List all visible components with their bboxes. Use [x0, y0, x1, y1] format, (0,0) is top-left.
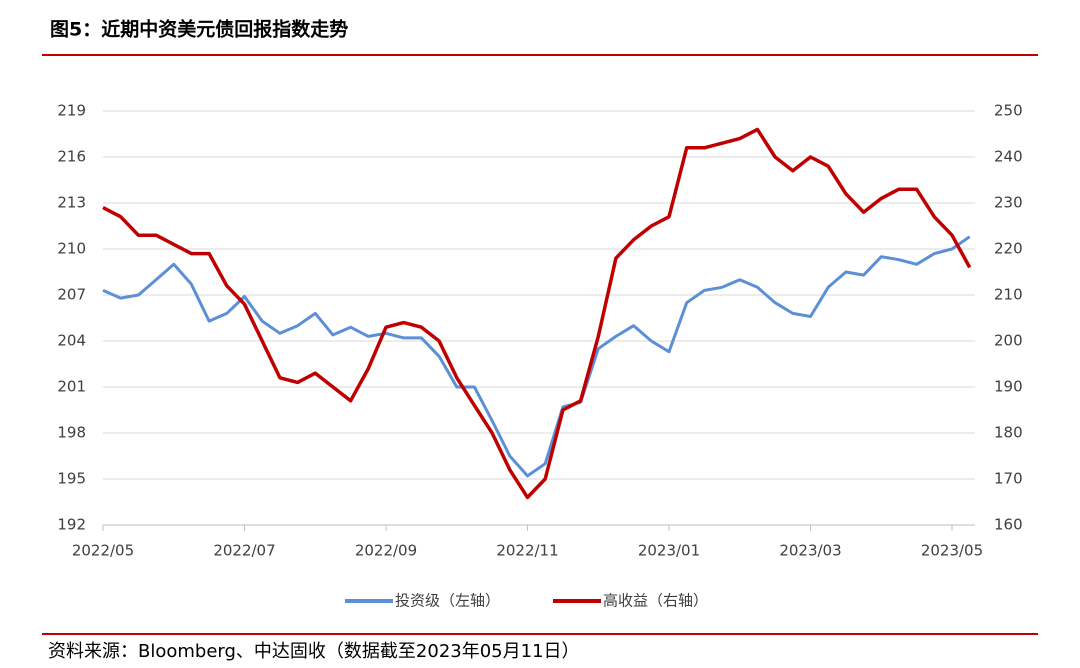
source-note: 资料来源：Bloomberg、中达固收（数据截至2023年05月11日） — [48, 641, 580, 662]
x-tick-label: 2022/07 — [213, 542, 275, 560]
x-tick-label: 2022/05 — [72, 542, 134, 560]
y-tick-label: 192 — [57, 516, 86, 534]
series-line — [102, 127, 972, 500]
x-tick-label: 2023/03 — [779, 542, 841, 560]
y2-tick-label: 170 — [994, 470, 1023, 488]
legend-label: 高收益（右轴） — [603, 592, 708, 610]
x-tick-label: 2022/09 — [355, 542, 417, 560]
y2-tick-label: 210 — [994, 286, 1023, 304]
x-tick-label: 2022/11 — [496, 542, 558, 560]
chart-title: 图5：近期中资美元债回报指数走势 — [50, 18, 348, 41]
y2-tick-label: 200 — [994, 332, 1023, 350]
y-tick-label: 216 — [57, 148, 86, 166]
y2-tick-label: 230 — [994, 194, 1023, 212]
y-tick-label: 204 — [57, 332, 86, 350]
y2-tick-label: 190 — [994, 378, 1023, 396]
y2-tick-label: 220 — [994, 240, 1023, 258]
x-tick-label: 2023/05 — [921, 542, 983, 560]
y2-tick-label: 250 — [994, 102, 1023, 120]
y-tick-label: 195 — [57, 470, 86, 488]
y2-tick-label: 160 — [994, 516, 1023, 534]
y-tick-label: 201 — [57, 378, 86, 396]
y-tick-label: 213 — [57, 194, 86, 212]
y-tick-label: 210 — [57, 240, 86, 258]
y-tick-label: 207 — [57, 286, 86, 304]
legend-label: 投资级（左轴） — [395, 592, 500, 610]
series-line — [102, 235, 971, 478]
x-tick-label: 2023/01 — [638, 542, 700, 560]
y2-tick-label: 240 — [994, 148, 1023, 166]
y-tick-label: 219 — [57, 102, 86, 120]
y-tick-label: 198 — [57, 424, 86, 442]
y2-tick-label: 180 — [994, 424, 1023, 442]
